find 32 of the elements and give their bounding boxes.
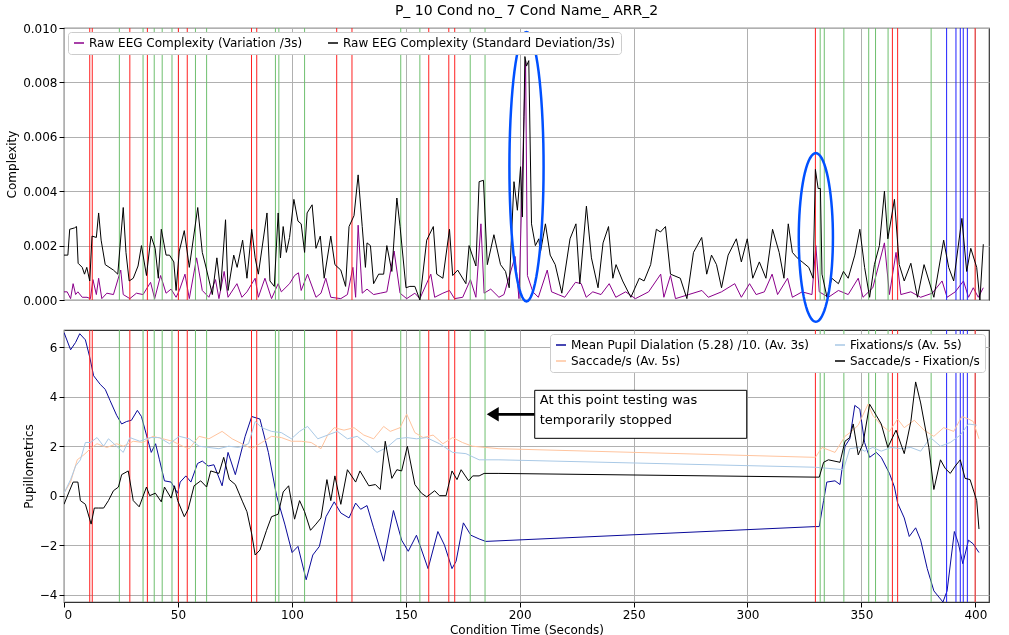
- chart-title: P_ 10 Cond no_ 7 Cond Name_ ARR_2: [394, 2, 659, 18]
- y-tick-label: 0.010: [23, 21, 58, 36]
- y-axis-title: Complexity: [5, 130, 20, 199]
- legend-label: Saccade/s (Av. 5s): [571, 354, 681, 368]
- legend-label: Saccade/s - Fixation/s: [850, 354, 980, 368]
- x-tick-label: 250: [622, 607, 646, 622]
- y-tick-label: 0.004: [23, 184, 58, 199]
- x-tick-label: 400: [964, 607, 988, 622]
- y-tick-label: 0.006: [23, 130, 58, 145]
- x-tick-label: 150: [394, 607, 418, 622]
- y-tick-label: 0.000: [23, 293, 58, 308]
- y-tick-label: 2: [49, 439, 58, 454]
- y-tick-label: 4: [49, 390, 58, 405]
- y-tick-label: 0: [49, 489, 58, 504]
- y-tick-label: 6: [49, 340, 58, 355]
- y-tick-label: 0.008: [23, 75, 58, 90]
- legend-label: Raw EEG Complexity (Variation /3s): [89, 36, 303, 50]
- x-tick-label: 200: [508, 607, 532, 622]
- x-tick-label: 100: [280, 607, 304, 622]
- x-tick-label: 350: [850, 607, 874, 622]
- y-tick-label: 0.002: [23, 239, 58, 254]
- x-tick-label: 0: [64, 607, 73, 622]
- x-axis-title: Condition Time (Seconds): [449, 622, 605, 635]
- y-tick-label: −4: [39, 588, 58, 603]
- y-axis-title: Pupillometrics: [21, 424, 36, 509]
- annotation: At this point testing was temporarily stopped: [539, 392, 698, 428]
- legend-label: Mean Pupil Dialation (5.28) /10. (Av. 3s): [571, 338, 810, 352]
- x-tick-label: 300: [736, 607, 760, 622]
- y-tick-label: −2: [39, 538, 58, 553]
- x-tick-label: 50: [170, 607, 187, 622]
- legend-label: Fixations/s (Av. 5s): [850, 338, 962, 352]
- legend-label: Raw EEG Complexity (Standard Deviation/3s): [343, 36, 616, 50]
